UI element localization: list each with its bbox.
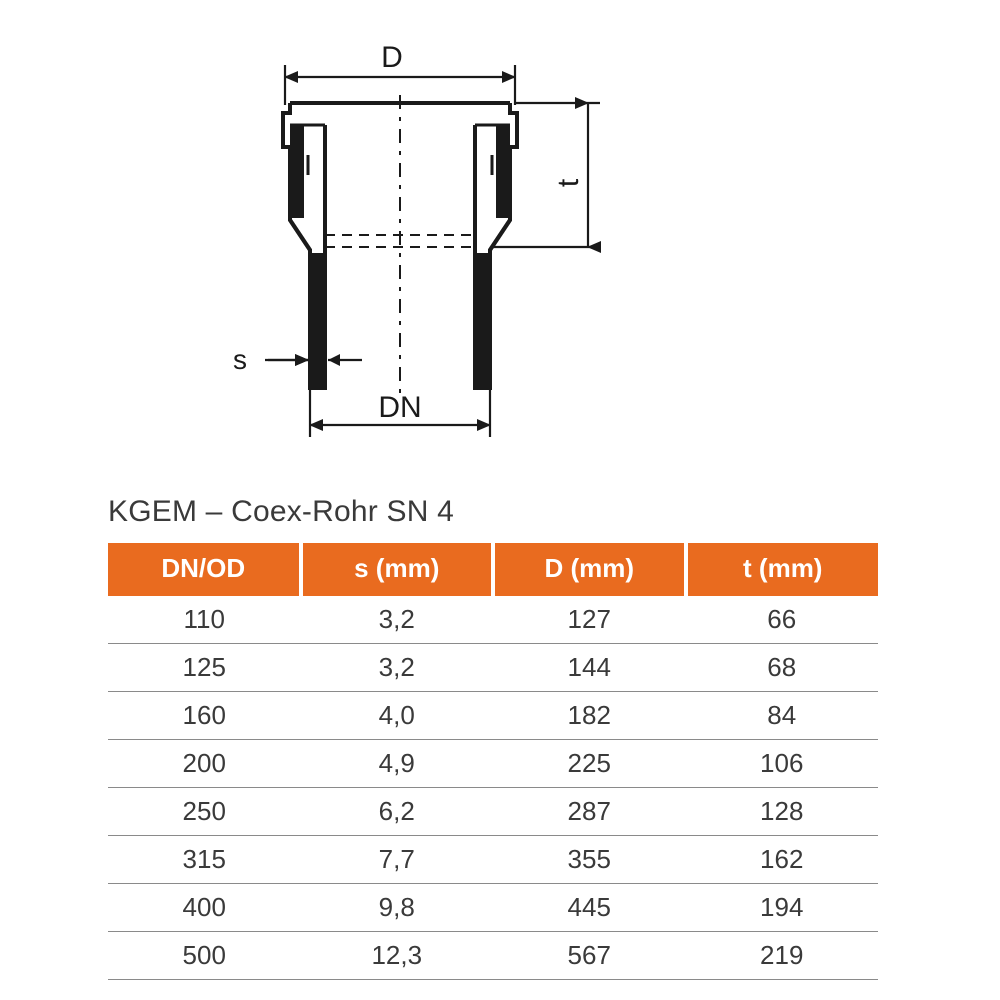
table-cell: 225 bbox=[493, 740, 686, 788]
table-cell: 355 bbox=[493, 836, 686, 884]
table-row: 4009,8445194 bbox=[108, 884, 878, 932]
table-cell: 162 bbox=[686, 836, 879, 884]
table-row: 2004,9225106 bbox=[108, 740, 878, 788]
table-header-row: DN/OD s (mm) D (mm) t (mm) bbox=[108, 543, 878, 596]
table-cell: 106 bbox=[686, 740, 879, 788]
table-row: 50012,3567219 bbox=[108, 932, 878, 980]
table-cell: 12,3 bbox=[301, 932, 494, 980]
table-cell: 144 bbox=[493, 644, 686, 692]
table-row: 1604,018284 bbox=[108, 692, 878, 740]
table-cell: 7,7 bbox=[301, 836, 494, 884]
table-cell: 219 bbox=[686, 932, 879, 980]
table-caption: KGEM – Coex-Rohr SN 4 bbox=[108, 495, 878, 529]
table-cell: 66 bbox=[686, 596, 879, 644]
table-cell: 445 bbox=[493, 884, 686, 932]
col-s: s (mm) bbox=[301, 543, 494, 596]
table-cell: 127 bbox=[493, 596, 686, 644]
dim-label-D: D bbox=[381, 41, 403, 74]
table-cell: 287 bbox=[493, 788, 686, 836]
col-dnod: DN/OD bbox=[108, 543, 301, 596]
table-cell: 6,2 bbox=[301, 788, 494, 836]
table-row: 2506,2287128 bbox=[108, 788, 878, 836]
dim-label-DN: DN bbox=[378, 391, 421, 424]
table-cell: 200 bbox=[108, 740, 301, 788]
table-cell: 182 bbox=[493, 692, 686, 740]
table-cell: 125 bbox=[108, 644, 301, 692]
table-cell: 9,8 bbox=[301, 884, 494, 932]
table-row: 1103,212766 bbox=[108, 596, 878, 644]
table-cell: 567 bbox=[493, 932, 686, 980]
table-cell: 315 bbox=[108, 836, 301, 884]
table-cell: 160 bbox=[108, 692, 301, 740]
dim-label-t: t bbox=[552, 178, 585, 187]
table-row: 3157,7355162 bbox=[108, 836, 878, 884]
col-D: D (mm) bbox=[493, 543, 686, 596]
table-cell: 3,2 bbox=[301, 596, 494, 644]
table-row: 1253,214468 bbox=[108, 644, 878, 692]
table-cell: 4,9 bbox=[301, 740, 494, 788]
table-cell: 250 bbox=[108, 788, 301, 836]
table-cell: 68 bbox=[686, 644, 879, 692]
table-cell: 500 bbox=[108, 932, 301, 980]
table-cell: 84 bbox=[686, 692, 879, 740]
table-cell: 128 bbox=[686, 788, 879, 836]
pipe-diagram: D t bbox=[170, 25, 690, 465]
table-cell: 3,2 bbox=[301, 644, 494, 692]
dim-label-s: s bbox=[233, 344, 247, 375]
table-cell: 194 bbox=[686, 884, 879, 932]
table-cell: 110 bbox=[108, 596, 301, 644]
col-t: t (mm) bbox=[686, 543, 879, 596]
table-cell: 400 bbox=[108, 884, 301, 932]
spec-table: DN/OD s (mm) D (mm) t (mm) 1103,21276612… bbox=[108, 543, 878, 980]
table-cell: 4,0 bbox=[301, 692, 494, 740]
